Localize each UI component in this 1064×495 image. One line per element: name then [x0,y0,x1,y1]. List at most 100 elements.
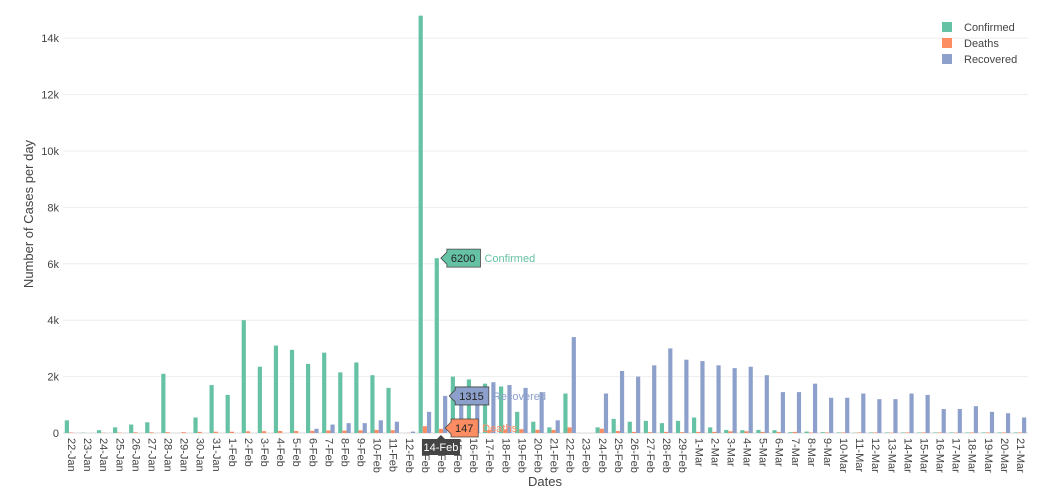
bar-recovered-19-Mar[interactable] [989,411,995,433]
bar-recovered-19-Feb[interactable] [523,387,528,433]
bar-deaths-30-Jan[interactable] [197,431,202,433]
bar-deaths-6-Feb[interactable] [310,430,315,433]
bar-deaths-19-Feb[interactable] [519,429,524,433]
bar-confirmed-13-Feb[interactable] [418,15,423,433]
bar-recovered-14-Feb[interactable] [443,395,448,433]
bar-recovered-1-Mar[interactable] [700,361,705,433]
bar-recovered-17-Mar[interactable] [957,409,962,433]
bar-recovered-28-Feb[interactable] [668,348,673,433]
bar-deaths-9-Feb[interactable] [358,430,363,433]
bar-deaths-20-Mar[interactable] [1001,432,1006,433]
bar-confirmed-20-Mar[interactable] [997,432,1002,433]
bar-deaths-31-Jan[interactable] [213,431,218,433]
bar-confirmed-24-Jan[interactable] [96,430,102,433]
bar-recovered-13-Mar[interactable] [893,399,898,433]
bar-recovered-8-Feb[interactable] [346,423,351,433]
bar-confirmed-7-Feb[interactable] [322,352,327,433]
bar-confirmed-6-Mar[interactable] [772,430,777,433]
bar-deaths-4-Feb[interactable] [278,431,283,433]
bar-deaths-16-Mar[interactable] [937,432,942,433]
bar-confirmed-30-Jan[interactable] [193,417,198,433]
bar-deaths-18-Feb[interactable] [503,429,508,433]
legend-item-confirmed[interactable]: Confirmed [942,22,1015,34]
bar-deaths-14-Feb[interactable] [438,428,444,433]
bar-recovered-3-Mar[interactable] [732,368,737,433]
bar-recovered-21-Feb[interactable] [555,420,560,433]
bar-confirmed-19-Feb[interactable] [515,411,520,433]
bar-deaths-15-Mar[interactable] [921,432,926,433]
bar-confirmed-28-Jan[interactable] [161,373,166,433]
bar-deaths-10-Feb[interactable] [374,429,379,433]
bar-confirmed-2-Mar[interactable] [708,427,713,433]
bar-confirmed-9-Mar[interactable] [820,432,825,433]
bar-deaths-28-Feb[interactable] [664,431,669,433]
bar-confirmed-22-Feb[interactable] [563,393,568,433]
bar-confirmed-26-Jan[interactable] [129,424,134,433]
bar-deaths-5-Feb[interactable] [294,431,299,433]
bar-recovered-4-Mar[interactable] [748,366,753,433]
bar-recovered-9-Feb[interactable] [362,423,367,433]
bar-recovered-13-Feb[interactable] [426,411,432,433]
bar-confirmed-24-Feb[interactable] [595,427,600,433]
bar-recovered-9-Mar[interactable] [829,397,834,433]
bar-deaths-29-Feb[interactable] [680,432,685,433]
bar-deaths-10-Mar[interactable] [840,432,846,433]
bar-deaths-11-Feb[interactable] [390,430,395,433]
bar-confirmed-17-Feb[interactable] [482,383,488,433]
bar-deaths-4-Mar[interactable] [744,431,749,433]
bar-recovered-20-Feb[interactable] [539,392,544,433]
bar-deaths-7-Feb[interactable] [326,430,331,433]
bar-deaths-19-Mar[interactable] [985,432,990,433]
bar-recovered-16-Feb[interactable] [475,386,480,433]
bar-recovered-12-Mar[interactable] [877,399,882,433]
bar-deaths-5-Mar[interactable] [760,431,765,433]
bar-deaths-22-Feb[interactable] [567,427,572,433]
bar-deaths-20-Feb[interactable] [535,429,540,433]
bar-confirmed-12-Mar[interactable] [868,432,874,433]
bar-confirmed-16-Feb[interactable] [466,379,472,433]
bar-recovered-27-Feb[interactable] [652,365,657,433]
bar-recovered-18-Mar[interactable] [973,406,978,433]
bar-confirmed-5-Mar[interactable] [756,429,761,433]
bar-confirmed-27-Feb[interactable] [643,420,648,433]
bar-confirmed-31-Jan[interactable] [209,385,214,433]
bar-confirmed-2-Feb[interactable] [241,320,246,433]
bar-confirmed-16-Mar[interactable] [933,432,938,433]
bar-deaths-27-Jan[interactable] [149,432,154,433]
bar-confirmed-28-Feb[interactable] [659,423,665,433]
bar-confirmed-18-Feb[interactable] [499,386,504,433]
bar-deaths-7-Mar[interactable] [792,431,797,433]
bar-recovered-8-Mar[interactable] [812,383,818,433]
bar-confirmed-6-Feb[interactable] [306,363,311,433]
bar-confirmed-14-Feb[interactable] [434,258,439,433]
bar-recovered-2-Mar[interactable] [716,365,721,433]
bar-recovered-21-Mar[interactable] [1022,417,1027,433]
bars[interactable] [64,15,1027,433]
bar-confirmed-15-Feb[interactable] [450,376,455,433]
bar-deaths-26-Feb[interactable] [631,431,637,433]
bar-deaths-29-Jan[interactable] [181,432,186,433]
bar-confirmed-7-Mar[interactable] [788,432,793,433]
bar-confirmed-3-Mar[interactable] [724,429,729,433]
bar-confirmed-17-Mar[interactable] [949,432,954,433]
bar-confirmed-4-Mar[interactable] [740,430,745,433]
bar-deaths-13-Feb[interactable] [422,426,427,433]
bar-deaths-3-Mar[interactable] [728,431,733,433]
bar-deaths-2-Mar[interactable] [712,431,717,433]
bar-confirmed-29-Feb[interactable] [675,420,681,433]
bar-confirmed-4-Feb[interactable] [273,345,279,433]
bar-deaths-8-Mar[interactable] [808,432,813,433]
bar-recovered-7-Mar[interactable] [796,392,802,433]
bar-deaths-8-Feb[interactable] [342,430,347,433]
bar-confirmed-21-Mar[interactable] [1013,432,1018,433]
bar-recovered-18-Feb[interactable] [507,385,512,433]
bar-recovered-10-Feb[interactable] [378,420,383,433]
bar-deaths-3-Feb[interactable] [261,431,267,433]
bar-recovered-12-Feb[interactable] [410,431,416,433]
bar-confirmed-22-Jan[interactable] [64,420,69,433]
legend-item-deaths[interactable]: Deaths [942,38,999,50]
bar-deaths-11-Mar[interactable] [857,432,862,433]
bar-recovered-5-Mar[interactable] [764,375,769,433]
bar-deaths-1-Mar[interactable] [696,431,701,433]
bar-deaths-17-Feb[interactable] [487,430,492,433]
